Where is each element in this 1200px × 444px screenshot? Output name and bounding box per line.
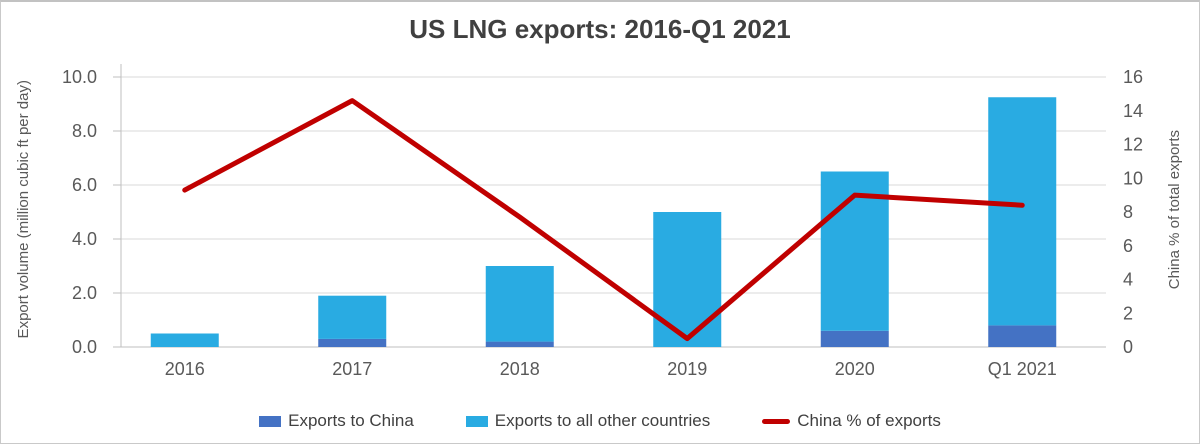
right-tick-label: 2 bbox=[1123, 303, 1133, 323]
legend: Exports to China Exports to all other co… bbox=[1, 411, 1199, 431]
legend-item-china-percent: China % of exports bbox=[762, 411, 941, 431]
right-tick-label: 16 bbox=[1123, 67, 1143, 87]
left-tick-label: 6.0 bbox=[72, 175, 97, 195]
bar-2017-other bbox=[318, 295, 387, 339]
legend-swatch-other-countries-bar bbox=[465, 415, 488, 427]
right-tick-label: 10 bbox=[1123, 168, 1143, 188]
x-tick-label: 2018 bbox=[500, 359, 540, 379]
right-tick-label: 8 bbox=[1123, 202, 1133, 222]
legend-swatch-china-percent-line bbox=[762, 418, 791, 424]
x-axis-labels: 2016 2017 2018 2019 2020 Q1 2021 bbox=[165, 359, 1057, 379]
left-tick-label: 2.0 bbox=[72, 283, 97, 303]
left-tick-label: 4.0 bbox=[72, 229, 97, 249]
bar-q1-2021-china bbox=[988, 325, 1057, 347]
x-tick-label: 2020 bbox=[835, 359, 875, 379]
legend-swatch-china-bar bbox=[259, 415, 282, 427]
bar-q1-2021-other bbox=[988, 97, 1057, 326]
right-tick-label: 0 bbox=[1123, 337, 1133, 357]
x-tick-label: 2016 bbox=[165, 359, 205, 379]
bar-2018-china bbox=[485, 341, 554, 347]
left-axis-tick-labels: 0.0 2.0 4.0 6.0 8.0 10.0 bbox=[62, 67, 97, 357]
legend-item-exports-to-china: Exports to China bbox=[259, 411, 414, 431]
left-tick-label: 8.0 bbox=[72, 121, 97, 141]
bar-2020-china bbox=[820, 330, 889, 347]
legend-label-exports-to-china: Exports to China bbox=[288, 411, 414, 430]
x-tick-label: 2017 bbox=[332, 359, 372, 379]
chart-title: US LNG exports: 2016-Q1 2021 bbox=[409, 14, 791, 44]
right-tick-label: 6 bbox=[1123, 236, 1133, 256]
bar-2018-other bbox=[485, 266, 554, 342]
x-tick-label: 2019 bbox=[667, 359, 707, 379]
bar-2019-other bbox=[653, 212, 722, 347]
china-percent-line bbox=[182, 98, 1025, 342]
left-tick-label: 0.0 bbox=[72, 337, 97, 357]
legend-label-china-percent: China % of exports bbox=[797, 411, 941, 430]
bar-2017-china bbox=[318, 338, 387, 347]
right-tick-label: 14 bbox=[1123, 101, 1143, 121]
x-tick-label: Q1 2021 bbox=[988, 359, 1057, 379]
right-tick-label: 12 bbox=[1123, 135, 1143, 155]
bar-2016-other bbox=[150, 333, 219, 347]
legend-label-exports-other-countries: Exports to all other countries bbox=[494, 411, 711, 430]
right-tick-label: 4 bbox=[1123, 270, 1133, 290]
legend-item-exports-other-countries: Exports to all other countries bbox=[465, 411, 711, 431]
left-tick-label: 10.0 bbox=[62, 67, 97, 87]
axes bbox=[120, 64, 1106, 348]
gridlines bbox=[113, 76, 1106, 348]
right-axis-tick-labels: 0 2 4 6 8 10 12 14 16 bbox=[1123, 67, 1143, 357]
